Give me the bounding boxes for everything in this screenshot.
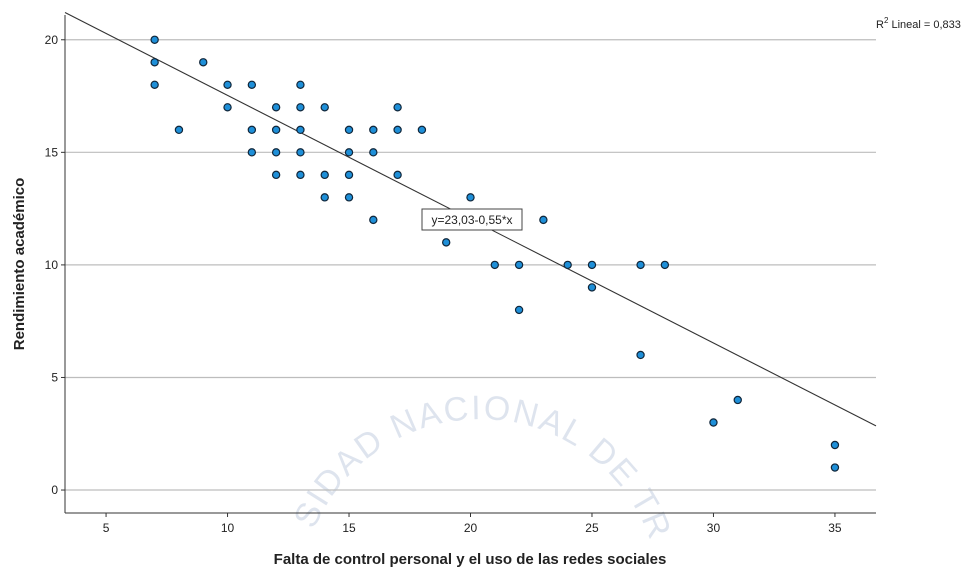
point xyxy=(271,125,281,135)
point xyxy=(247,80,257,89)
x-axis-title: Falta de control personal y el uso de la… xyxy=(274,551,667,568)
point xyxy=(296,170,305,180)
point xyxy=(223,103,232,112)
point xyxy=(587,260,597,270)
point xyxy=(369,125,378,135)
point xyxy=(490,260,499,270)
point xyxy=(514,305,524,315)
point xyxy=(369,148,378,157)
point xyxy=(247,125,257,135)
point xyxy=(296,125,305,135)
x-tick-label: 35 xyxy=(828,521,842,535)
point xyxy=(296,80,305,89)
x-tick-label: 15 xyxy=(342,521,356,535)
x-tick-label: 5 xyxy=(103,521,110,535)
y-tick-label: 10 xyxy=(45,258,59,272)
point xyxy=(271,148,281,157)
point xyxy=(830,440,840,450)
point xyxy=(709,418,718,427)
point xyxy=(271,170,281,180)
point xyxy=(247,148,257,157)
point xyxy=(587,283,597,292)
point xyxy=(174,125,184,135)
point xyxy=(296,148,305,157)
point xyxy=(466,193,475,202)
point xyxy=(636,350,645,360)
point xyxy=(223,80,232,89)
point xyxy=(563,260,572,270)
point xyxy=(393,125,402,135)
y-tick-label: 0 xyxy=(51,483,58,497)
x-tick-label: 30 xyxy=(707,521,721,535)
point xyxy=(344,193,354,202)
point xyxy=(417,125,427,135)
point xyxy=(733,395,742,405)
fit-label-box xyxy=(421,208,523,231)
point xyxy=(369,215,378,225)
point xyxy=(296,103,305,112)
point xyxy=(830,463,840,472)
point xyxy=(320,103,329,112)
x-tick-label: 20 xyxy=(464,521,478,535)
point xyxy=(150,58,159,67)
point xyxy=(636,260,645,270)
x-tick-label: 10 xyxy=(221,521,235,535)
x-tick-label: 25 xyxy=(585,521,599,535)
point xyxy=(660,260,670,270)
point xyxy=(320,193,329,202)
fit-label: y=23,03-0,55*x xyxy=(421,208,523,231)
watermark: UNIVERSIDAD NACIONAL DE TRUJILLO xyxy=(0,0,677,545)
point xyxy=(320,170,329,180)
r2-sup: 2 xyxy=(884,16,889,25)
point xyxy=(271,103,281,112)
point xyxy=(393,103,402,112)
y-tick-label: 20 xyxy=(45,33,59,47)
watermark-text: UNIVERSIDAD NACIONAL DE TRUJILLO xyxy=(0,0,677,545)
point xyxy=(344,148,354,157)
point xyxy=(344,170,354,180)
point xyxy=(514,260,524,270)
r2-label: R2 Lineal = 0,833 xyxy=(876,16,961,31)
point xyxy=(442,238,451,247)
point xyxy=(150,35,159,44)
point xyxy=(344,125,354,135)
fit-label-text: y=23,03-0,55*x xyxy=(431,213,512,227)
point xyxy=(539,215,548,225)
point xyxy=(393,170,402,180)
r2-base: R xyxy=(876,19,884,31)
r2-rest: Lineal = 0,833 xyxy=(888,19,960,31)
y-tick-label: 15 xyxy=(45,145,59,159)
point xyxy=(199,58,208,67)
y-axis-title: Rendimiento académico xyxy=(11,178,28,351)
point xyxy=(150,80,159,89)
y-tick-label: 5 xyxy=(51,370,58,384)
watermark-path: UNIVERSIDAD NACIONAL DE TRUJILLO xyxy=(0,0,677,545)
